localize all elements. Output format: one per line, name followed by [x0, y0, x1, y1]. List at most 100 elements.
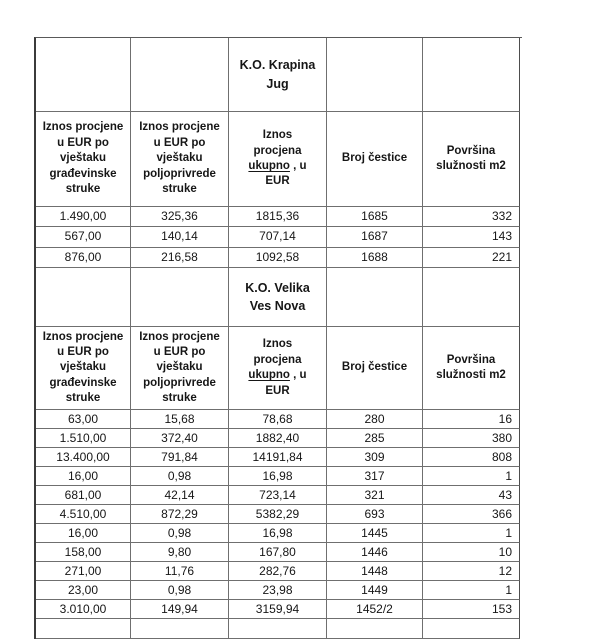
- column-header-label: Iznos procjene u EUR po vještaku poljopr…: [139, 121, 220, 196]
- cell-value: 0,98: [167, 468, 192, 483]
- cell-value: 1452/2: [356, 601, 393, 616]
- cell-value: 1688: [361, 249, 388, 264]
- cell-value: 1446: [361, 544, 388, 559]
- table-cell: 23,98: [229, 581, 327, 601]
- appraisal-table: K.O. Krapina Jug Iznos procjene u EUR po …: [34, 37, 522, 639]
- cell-value: 1882,40: [255, 430, 300, 445]
- section-title-cell: K.O. Krapina Jug: [229, 38, 327, 112]
- section-title-cell: [36, 38, 131, 112]
- column-header-label: Iznos procjene u EUR po vještaku građevi…: [42, 121, 124, 196]
- header-col3-prefix: Iznos procjena: [253, 338, 302, 366]
- table-cell: 1: [423, 581, 520, 601]
- table-cell: 23,00: [36, 581, 131, 601]
- table-cell: 1815,36: [229, 207, 327, 228]
- table-cell: 1445: [327, 524, 423, 544]
- table-cell: 221: [423, 247, 520, 269]
- cell-value: 9,80: [167, 544, 192, 559]
- section-title-cell: [423, 268, 520, 328]
- table-cell: 380: [423, 429, 520, 449]
- cell-value: 221: [491, 249, 512, 264]
- column-header-label: Broj čestice: [341, 152, 408, 165]
- cell-value: 1: [505, 525, 512, 540]
- partial-row: [36, 619, 522, 639]
- column-header-row: Iznos procjene u EUR po vještaku građevi…: [36, 112, 522, 207]
- table-cell: 325,36: [131, 207, 229, 228]
- cell-value: 567,00: [64, 229, 102, 244]
- cell-value: 0,98: [167, 525, 192, 540]
- cell-value: 366: [491, 506, 512, 521]
- table-row: 158,00 9,80 167,80 1446 10: [36, 543, 522, 563]
- table-cell: 681,00: [36, 486, 131, 506]
- cell-value: 1: [505, 468, 512, 483]
- cell-value: 1.510,00: [59, 430, 107, 445]
- cell-value: 15,68: [164, 411, 195, 426]
- cell-value: 23,98: [262, 582, 293, 597]
- cell-value: 1: [505, 582, 512, 597]
- table-cell: 372,40: [131, 429, 229, 449]
- table-cell: 1448: [327, 562, 423, 582]
- table-cell: 140,14: [131, 227, 229, 248]
- table-cell: 309: [327, 448, 423, 468]
- column-header-cell: Iznos procjene u EUR po vještaku građevi…: [36, 327, 131, 411]
- cell-value: 14191,84: [252, 449, 303, 464]
- cell-value: 317: [364, 468, 385, 483]
- table-cell: 5382,29: [229, 505, 327, 525]
- table-cell: 285: [327, 429, 423, 449]
- table-cell: 16,98: [229, 524, 327, 544]
- cell-value: 153: [491, 601, 512, 616]
- cell-value: 16,00: [67, 525, 99, 540]
- cell-value: 1.490,00: [59, 209, 107, 224]
- table-cell: 1452/2: [327, 600, 423, 620]
- cell-value: 4.510,00: [59, 506, 107, 521]
- cell-value: 216,58: [161, 249, 198, 264]
- cell-value: 140,14: [161, 229, 198, 244]
- cell-value: 1449: [361, 582, 388, 597]
- cell-value: 158,00: [64, 544, 102, 559]
- cell-value: 42,14: [164, 487, 195, 502]
- table-cell: 1685: [327, 207, 423, 228]
- column-header-cell: Iznos procjene u EUR po vještaku poljopr…: [131, 327, 229, 411]
- cell-value: 43: [498, 487, 512, 502]
- table-cell: 3159,94: [229, 600, 327, 620]
- cell-value: 3159,94: [255, 601, 300, 616]
- column-header-label: Iznos procjene u EUR po vještaku građevi…: [42, 330, 124, 405]
- column-header-label: Broj čestice: [341, 361, 408, 374]
- column-header-label: Iznos procjene u EUR po vještaku poljopr…: [139, 330, 220, 405]
- table-cell: 11,76: [131, 562, 229, 582]
- table-cell: 0,98: [131, 581, 229, 601]
- section-title-cell: [36, 268, 131, 328]
- table-cell: 149,94: [131, 600, 229, 620]
- column-header-label: Iznos procjena ukupno , u EUR: [248, 337, 306, 399]
- column-header-cell: Iznos procjene u EUR po vještaku poljopr…: [131, 112, 229, 207]
- table-cell: 280: [327, 410, 423, 430]
- table-cell: 707,14: [229, 227, 327, 248]
- column-header-cell: Iznos procjena ukupno , u EUR: [229, 112, 327, 207]
- cell-value: 707,14: [259, 229, 296, 244]
- cell-value: 16,98: [262, 468, 293, 483]
- cell-value: 143: [491, 229, 512, 244]
- table-cell: 872,29: [131, 505, 229, 525]
- table-cell: 567,00: [36, 227, 131, 248]
- table-row: 1.490,00 325,36 1815,36 1685 332: [36, 207, 522, 228]
- section-title-cell: [131, 38, 229, 112]
- cell-value: 271,00: [64, 563, 102, 578]
- cell-value: 1445: [361, 525, 388, 540]
- table-cell: 1: [423, 524, 520, 544]
- cell-value: 3.010,00: [59, 601, 107, 616]
- section-title-cell: K.O. Velika Ves Nova: [229, 268, 327, 328]
- column-header-cell: Broj čestice: [327, 112, 423, 207]
- header-col3-underlined-word: ukupno: [248, 369, 290, 382]
- header-col3-suffix: , u EUR: [265, 369, 307, 397]
- cell-value: 1092,58: [255, 249, 300, 264]
- table-cell: 16,98: [229, 467, 327, 487]
- cell-value: 285: [364, 430, 385, 445]
- table-cell: 282,76: [229, 562, 327, 582]
- cell-value: 876,00: [64, 249, 102, 264]
- cell-value: 5382,29: [255, 506, 300, 521]
- table-cell: 9,80: [131, 543, 229, 563]
- table-cell: 1: [423, 467, 520, 487]
- table-row: 1.510,00 372,40 1882,40 285 380: [36, 429, 522, 449]
- cell-value: 325,36: [161, 209, 198, 224]
- column-header-label: Površina služnosti m2: [436, 353, 506, 382]
- cell-value: 693: [364, 506, 385, 521]
